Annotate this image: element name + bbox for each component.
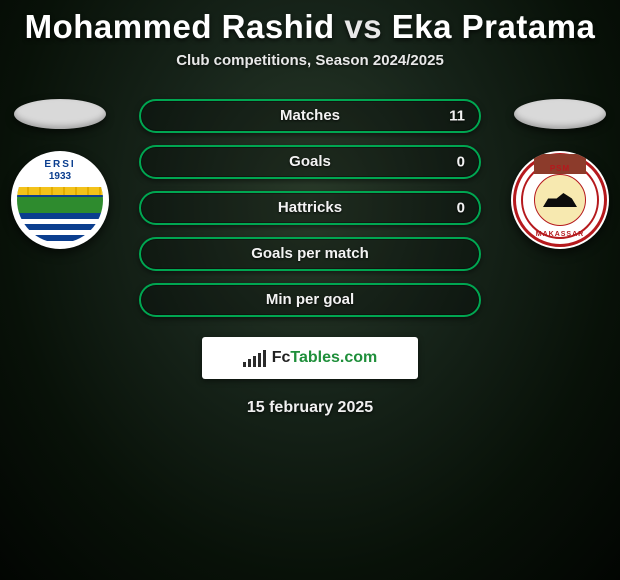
stat-row-min-per-goal: Min per goal (139, 283, 481, 317)
player2-platform (514, 99, 606, 129)
stat-right-value: 0 (457, 199, 465, 216)
stat-label: Goals (289, 153, 331, 170)
team-crest-right: PSM MAKASSAR (511, 151, 609, 249)
persib-crest-icon: ERSI 1933 (17, 157, 103, 243)
stat-label: Matches (280, 107, 340, 124)
player1-name: Mohammed Rashid (25, 8, 335, 45)
stat-row-matches: Matches 11 (139, 99, 481, 133)
boat-icon (543, 193, 577, 207)
bar-chart-icon (243, 349, 266, 367)
subtitle: Club competitions, Season 2024/2025 (176, 52, 444, 69)
vs-separator: vs (344, 8, 382, 45)
crest-right-bottom-text: MAKASSAR (516, 231, 604, 238)
page-title: Mohammed Rashid vs Eka Pratama (25, 8, 596, 46)
crest-left-band (17, 187, 103, 213)
right-side: PSM MAKASSAR (500, 99, 620, 249)
brand-text: FcTables.com (272, 349, 378, 367)
stat-label: Hattricks (278, 199, 342, 216)
crest-left-arc: ERSI (17, 159, 103, 170)
crest-left-waves (17, 213, 103, 243)
root: Mohammed Rashid vs Eka Pratama Club comp… (0, 0, 620, 417)
stat-row-hattricks: Hattricks 0 (139, 191, 481, 225)
stat-label: Goals per match (251, 245, 369, 262)
psm-crest-icon: PSM MAKASSAR (513, 153, 607, 247)
crest-right-core (534, 174, 586, 226)
player1-platform (14, 99, 106, 129)
stat-row-goals-per-match: Goals per match (139, 237, 481, 271)
crest-right-top-text: PSM (516, 164, 604, 173)
comparison-arena: ERSI 1933 PSM MAKASSAR (0, 99, 620, 317)
player2-name: Eka Pratama (392, 8, 596, 45)
stat-right-value: 0 (457, 153, 465, 170)
stat-right-value: 11 (449, 107, 465, 124)
date-text: 15 february 2025 (247, 399, 373, 417)
crest-left-year: 1933 (17, 171, 103, 182)
brand-badge: FcTables.com (202, 337, 418, 379)
stat-row-goals: Goals 0 (139, 145, 481, 179)
brand-suffix: Tables.com (290, 349, 377, 366)
team-crest-left: ERSI 1933 (11, 151, 109, 249)
left-side: ERSI 1933 (0, 99, 120, 249)
brand-prefix: Fc (272, 349, 291, 366)
stat-label: Min per goal (266, 291, 354, 308)
stats-column: Matches 11 Goals 0 Hattricks 0 Goals per… (139, 99, 481, 317)
